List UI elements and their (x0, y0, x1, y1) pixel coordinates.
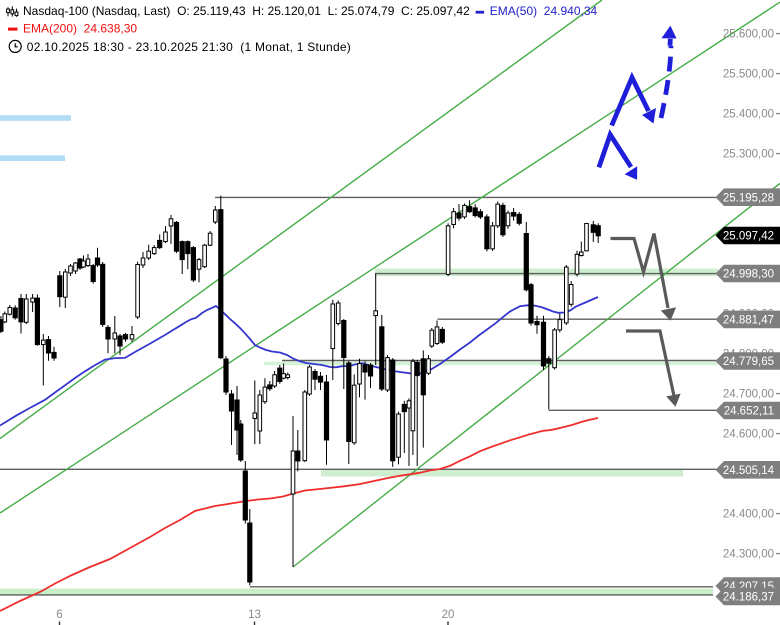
svg-text:24.505,14: 24.505,14 (723, 465, 775, 477)
svg-text:24.600,00: 24.600,00 (723, 429, 774, 441)
svg-text:6: 6 (56, 609, 62, 621)
svg-text:25.500,00: 25.500,00 (723, 69, 774, 81)
svg-text:25.097,42: 25.097,42 (723, 231, 774, 243)
svg-text:24.998,30: 24.998,30 (723, 269, 774, 281)
svg-text:25.600,00: 25.600,00 (723, 29, 774, 41)
svg-text:24.881,47: 24.881,47 (723, 315, 774, 327)
svg-text:24.779,65: 24.779,65 (723, 356, 774, 368)
svg-text:24.400,00: 24.400,00 (723, 509, 774, 521)
svg-text:20: 20 (442, 609, 455, 621)
svg-text:Nasdaq-100 (Nasdaq, Last) O:: Nasdaq-100 (Nasdaq, Last) O: 25.119,43 H… (23, 4, 470, 18)
svg-text:25.400,00: 25.400,00 (723, 109, 774, 121)
svg-text:24.652,11: 24.652,11 (724, 406, 774, 418)
svg-text:24.700,00: 24.700,00 (723, 389, 774, 401)
svg-text:13: 13 (248, 609, 261, 621)
svg-text:24.186,37: 24.186,37 (723, 592, 774, 604)
svg-text:24.300,00: 24.300,00 (723, 549, 774, 561)
svg-text:EMA(200) 24.638,30: EMA(200) 24.638,30 (23, 22, 137, 36)
svg-text:02.10.2025 18:30 - 23.10.2025: 02.10.2025 18:30 - 23.10.2025 21:30 (1 M… (27, 40, 351, 54)
svg-text:25.300,00: 25.300,00 (723, 149, 774, 161)
svg-text:EMA(50) 24.940,34: EMA(50) 24.940,34 (490, 4, 598, 18)
svg-text:25.195,28: 25.195,28 (723, 192, 774, 204)
